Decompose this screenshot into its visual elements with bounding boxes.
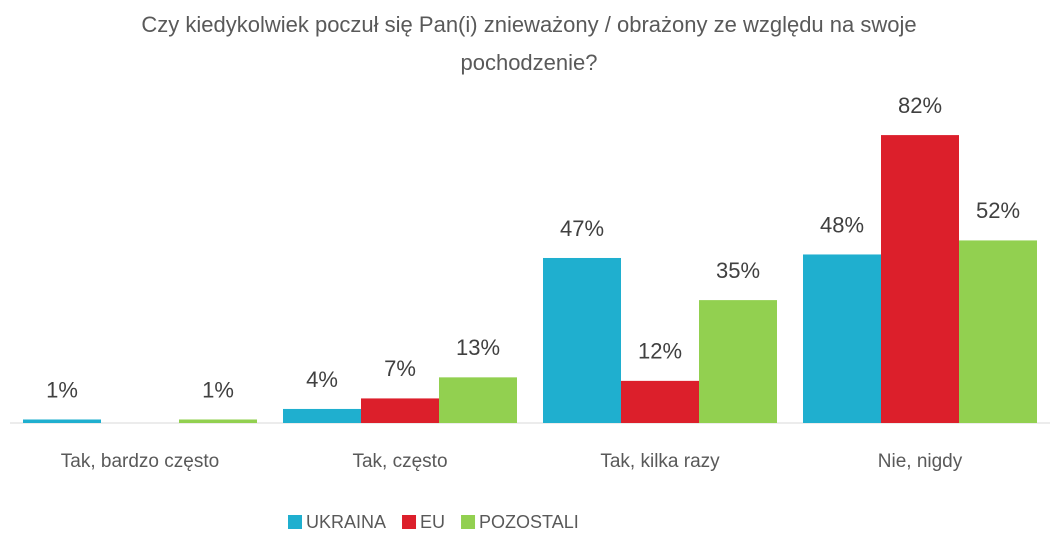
data-label: 35% <box>716 258 760 283</box>
legend-label: POZOSTALI <box>479 512 579 532</box>
legend-label: UKRAINA <box>306 512 386 532</box>
data-label: 12% <box>638 339 682 364</box>
legend-label: EU <box>420 512 445 532</box>
x-tick-label: Nie, nigdy <box>878 451 963 472</box>
data-label: 4% <box>306 367 338 392</box>
bar <box>959 240 1037 423</box>
bar <box>23 419 101 423</box>
data-label: 47% <box>560 216 604 241</box>
data-label: 13% <box>456 335 500 360</box>
x-tick-label: Tak, często <box>352 451 447 472</box>
bar <box>621 380 699 423</box>
data-label: 48% <box>820 212 864 237</box>
data-label: 1% <box>46 377 78 402</box>
bar <box>179 419 257 423</box>
data-label: 52% <box>976 198 1020 223</box>
bar <box>699 300 777 423</box>
bar <box>439 377 517 423</box>
data-label: 82% <box>898 93 942 118</box>
legend-swatch <box>402 515 417 529</box>
data-label: 1% <box>202 377 234 402</box>
bar <box>283 408 361 423</box>
legend-swatch <box>461 515 476 529</box>
bar <box>803 254 881 423</box>
x-tick-label: Tak, bardzo często <box>61 451 219 472</box>
chart-title: Czy kiedykolwiek poczuł się Pan(i) zniew… <box>141 12 917 75</box>
bar <box>881 135 959 424</box>
x-tick-label: Tak, kilka razy <box>600 451 720 472</box>
bar <box>361 398 439 423</box>
legend-swatch <box>288 515 302 529</box>
data-label: 7% <box>384 356 416 381</box>
bar <box>543 257 621 423</box>
